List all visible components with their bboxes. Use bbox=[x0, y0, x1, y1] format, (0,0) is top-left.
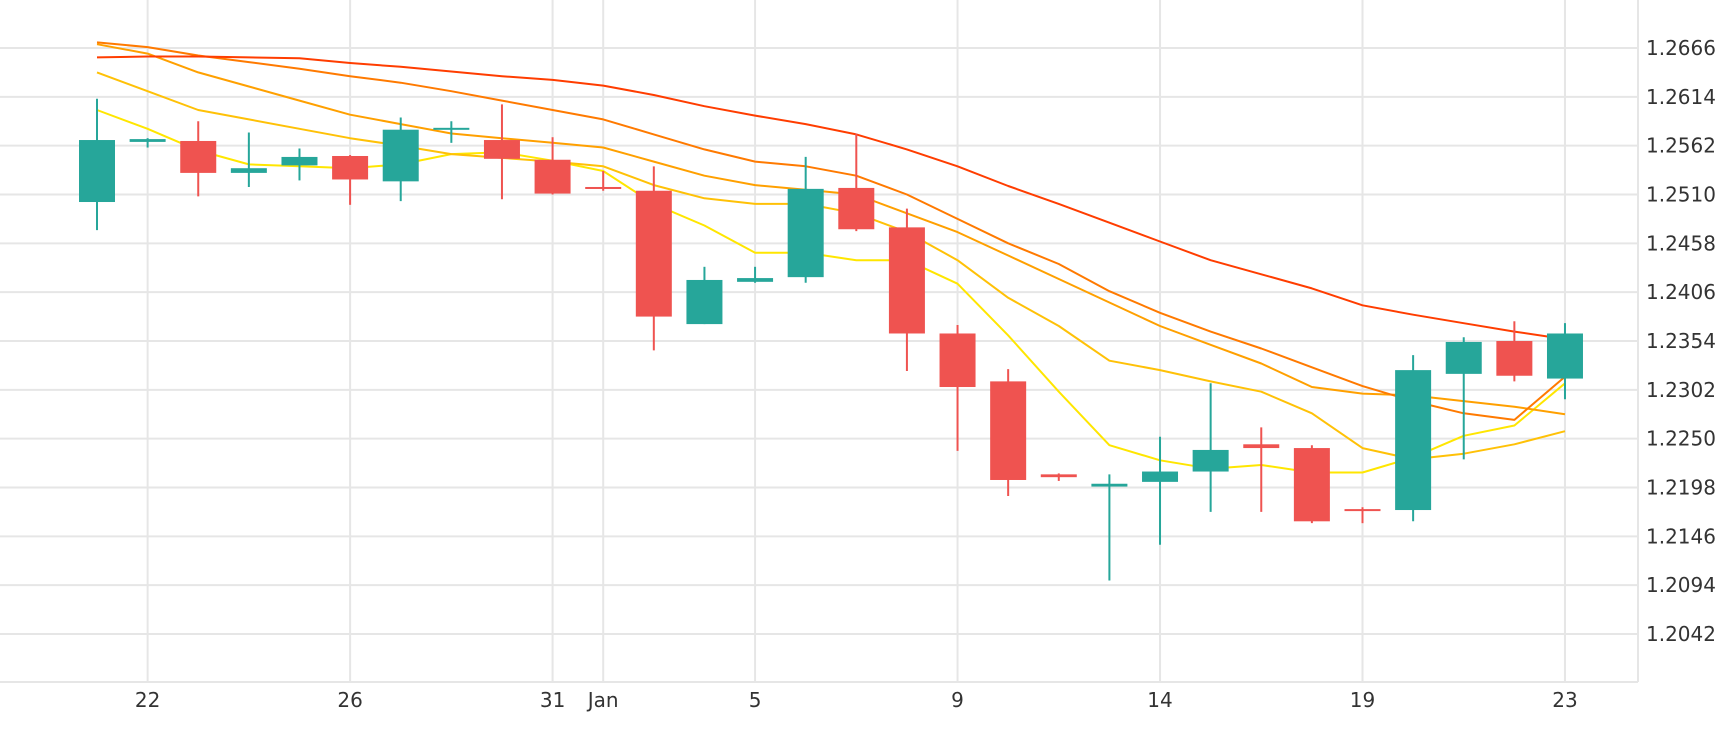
y-tick-label: 1.2458 bbox=[1646, 231, 1716, 255]
candle-up bbox=[433, 121, 470, 143]
candle-up bbox=[1546, 323, 1583, 400]
candle-down bbox=[1293, 445, 1330, 524]
candle-body bbox=[129, 139, 166, 142]
candle-down bbox=[939, 325, 976, 451]
x-tick-label: 19 bbox=[1350, 688, 1375, 712]
candle-body bbox=[737, 278, 774, 282]
candle-down bbox=[1496, 321, 1533, 382]
y-tick-label: 1.2614 bbox=[1646, 85, 1716, 109]
moving-average-line bbox=[96, 43, 1566, 416]
candle-up bbox=[1192, 383, 1229, 512]
x-tick-label: 26 bbox=[337, 688, 362, 712]
candle-down bbox=[1243, 427, 1280, 512]
candle-body bbox=[281, 156, 318, 166]
candle-body bbox=[686, 279, 723, 325]
candle-up bbox=[230, 132, 267, 187]
candle-body bbox=[433, 127, 470, 130]
moving-average-line bbox=[96, 71, 1566, 461]
candle-down bbox=[990, 369, 1027, 496]
candle-down bbox=[1040, 473, 1077, 481]
candle-body bbox=[1496, 341, 1533, 376]
candle-up bbox=[1142, 436, 1179, 545]
y-tick-label: 1.2094 bbox=[1646, 573, 1716, 597]
x-tick-label: Jan bbox=[586, 688, 619, 712]
candle-body bbox=[1040, 474, 1077, 478]
candle-up bbox=[1445, 337, 1482, 460]
candle-body bbox=[1142, 471, 1179, 482]
y-tick-label: 1.2354 bbox=[1646, 329, 1716, 353]
candle-body bbox=[1192, 449, 1229, 472]
candle-down bbox=[1344, 507, 1381, 524]
x-tick-label: 9 bbox=[951, 688, 964, 712]
y-axis-labels: 1.2666 1.2614 1.2562 1.2510 1.2458 1.2406 1.23… bbox=[1646, 36, 1716, 646]
candle-down bbox=[332, 155, 369, 205]
y-tick-label: 1.2042 bbox=[1646, 622, 1716, 646]
candle-body bbox=[787, 188, 824, 278]
candle-up bbox=[129, 138, 166, 148]
candle-down bbox=[635, 166, 672, 351]
moving-average-line bbox=[96, 41, 1566, 421]
candle-body bbox=[838, 187, 875, 230]
candle-up bbox=[1091, 474, 1128, 581]
candle-body bbox=[635, 190, 672, 317]
candle-body bbox=[230, 168, 267, 173]
candle-body bbox=[1395, 370, 1432, 511]
candle-up bbox=[787, 156, 824, 283]
x-tick-label: 31 bbox=[540, 688, 565, 712]
candle-body bbox=[1293, 448, 1330, 522]
y-tick-label: 1.2562 bbox=[1646, 134, 1716, 158]
candle-body bbox=[534, 159, 571, 194]
x-tick-label: 23 bbox=[1552, 688, 1577, 712]
candle-up bbox=[686, 266, 723, 325]
candle-body bbox=[382, 129, 419, 182]
y-gridlines bbox=[0, 47, 1638, 635]
candle-body bbox=[1546, 333, 1583, 379]
candle-body bbox=[79, 140, 115, 203]
candle-up bbox=[382, 117, 419, 202]
candle-body bbox=[1243, 444, 1280, 449]
candles bbox=[79, 98, 1583, 581]
candle-body bbox=[939, 333, 976, 388]
candle-body bbox=[180, 140, 217, 173]
moving-average-lines bbox=[96, 41, 1566, 474]
candle-down bbox=[585, 171, 622, 191]
moving-average-line bbox=[96, 55, 1566, 341]
candle-down bbox=[483, 104, 520, 200]
y-tick-label: 1.2250 bbox=[1646, 427, 1716, 451]
candle-up bbox=[737, 266, 774, 283]
candle-body bbox=[332, 155, 369, 180]
candle-down bbox=[180, 121, 217, 197]
candle-up bbox=[79, 98, 115, 231]
candle-body bbox=[1091, 483, 1128, 487]
candle-up bbox=[1395, 355, 1432, 522]
x-axis-labels: 22 26 31 Jan 5 9 14 19 23 bbox=[135, 688, 1578, 712]
y-tick-label: 1.2146 bbox=[1646, 524, 1716, 548]
candle-body bbox=[585, 186, 622, 189]
candle-up bbox=[281, 148, 318, 181]
candle-down bbox=[838, 133, 875, 232]
x-tick-label: 14 bbox=[1147, 688, 1172, 712]
candle-body bbox=[1445, 341, 1482, 374]
x-tick-label: 5 bbox=[749, 688, 762, 712]
candle-down bbox=[534, 137, 571, 195]
y-tick-label: 1.2510 bbox=[1646, 183, 1716, 207]
candle-body bbox=[483, 140, 520, 159]
candle-body bbox=[990, 381, 1027, 480]
y-tick-label: 1.2406 bbox=[1646, 280, 1716, 304]
x-tick-label: 22 bbox=[135, 688, 160, 712]
candle-body bbox=[888, 227, 925, 334]
y-tick-label: 1.2666 bbox=[1646, 36, 1716, 60]
candle-down bbox=[888, 208, 925, 372]
candle-body bbox=[1344, 509, 1381, 512]
y-tick-label: 1.2302 bbox=[1646, 378, 1716, 402]
y-tick-label: 1.2198 bbox=[1646, 476, 1716, 500]
